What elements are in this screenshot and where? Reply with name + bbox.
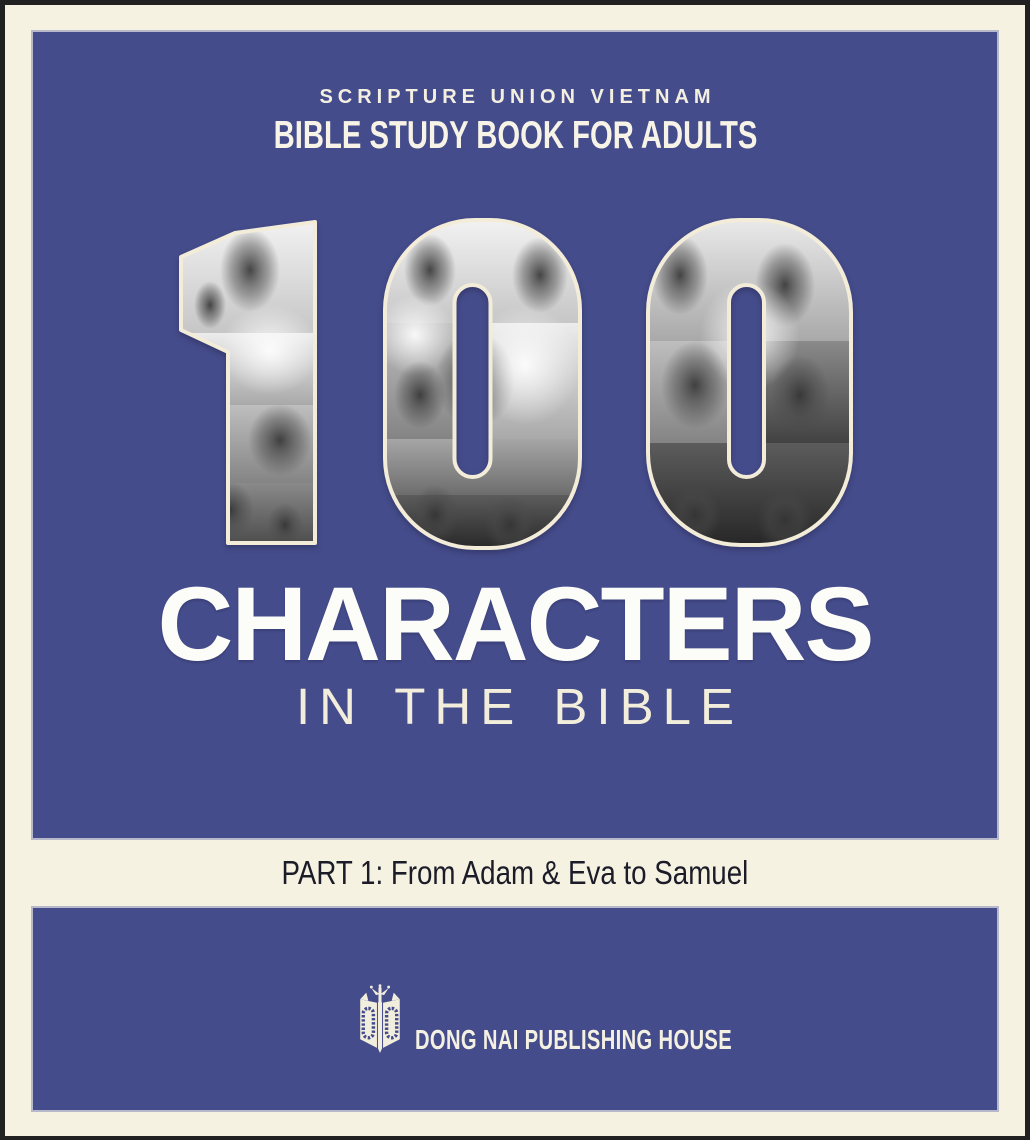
publisher-name-text: DONG NAI PUBLISHING HOUSE [415,1024,733,1055]
digit-0-second-collage [646,218,853,547]
number-100-collage-graphic [179,218,853,550]
publisher-name: DONG NAI PUBLISHING HOUSE [415,1026,855,1054]
part-title: PART 1: From Adam & Eva to Samuel [237,854,793,892]
bottom-panel: DONG NAI PUBLISHING HOUSE [33,908,997,1110]
part-title-text: PART 1: From Adam & Eva to Samuel [281,854,749,891]
publisher-kicker: SCRIPTURE UNION VIETNAM [319,86,716,108]
digit-1-collage [179,220,317,545]
part-band: PART 1: From Adam & Eva to Samuel [5,838,1025,908]
cover-page-background: SCRIPTURE UNION VIETNAM BIBLE STUDY BOOK… [5,5,1025,1136]
digit-0-first-collage [383,218,582,550]
series-title: BIBLE STUDY BOOK FOR ADULTS [33,114,997,158]
open-book-logo-icon [360,984,400,1053]
subtitle: IN THE BIBLE [295,678,743,735]
series-title-text: BIBLE STUDY BOOK FOR ADULTS [273,114,757,157]
main-title: CHARACTERS [157,566,875,683]
top-panel: SCRIPTURE UNION VIETNAM BIBLE STUDY BOOK… [33,32,997,838]
